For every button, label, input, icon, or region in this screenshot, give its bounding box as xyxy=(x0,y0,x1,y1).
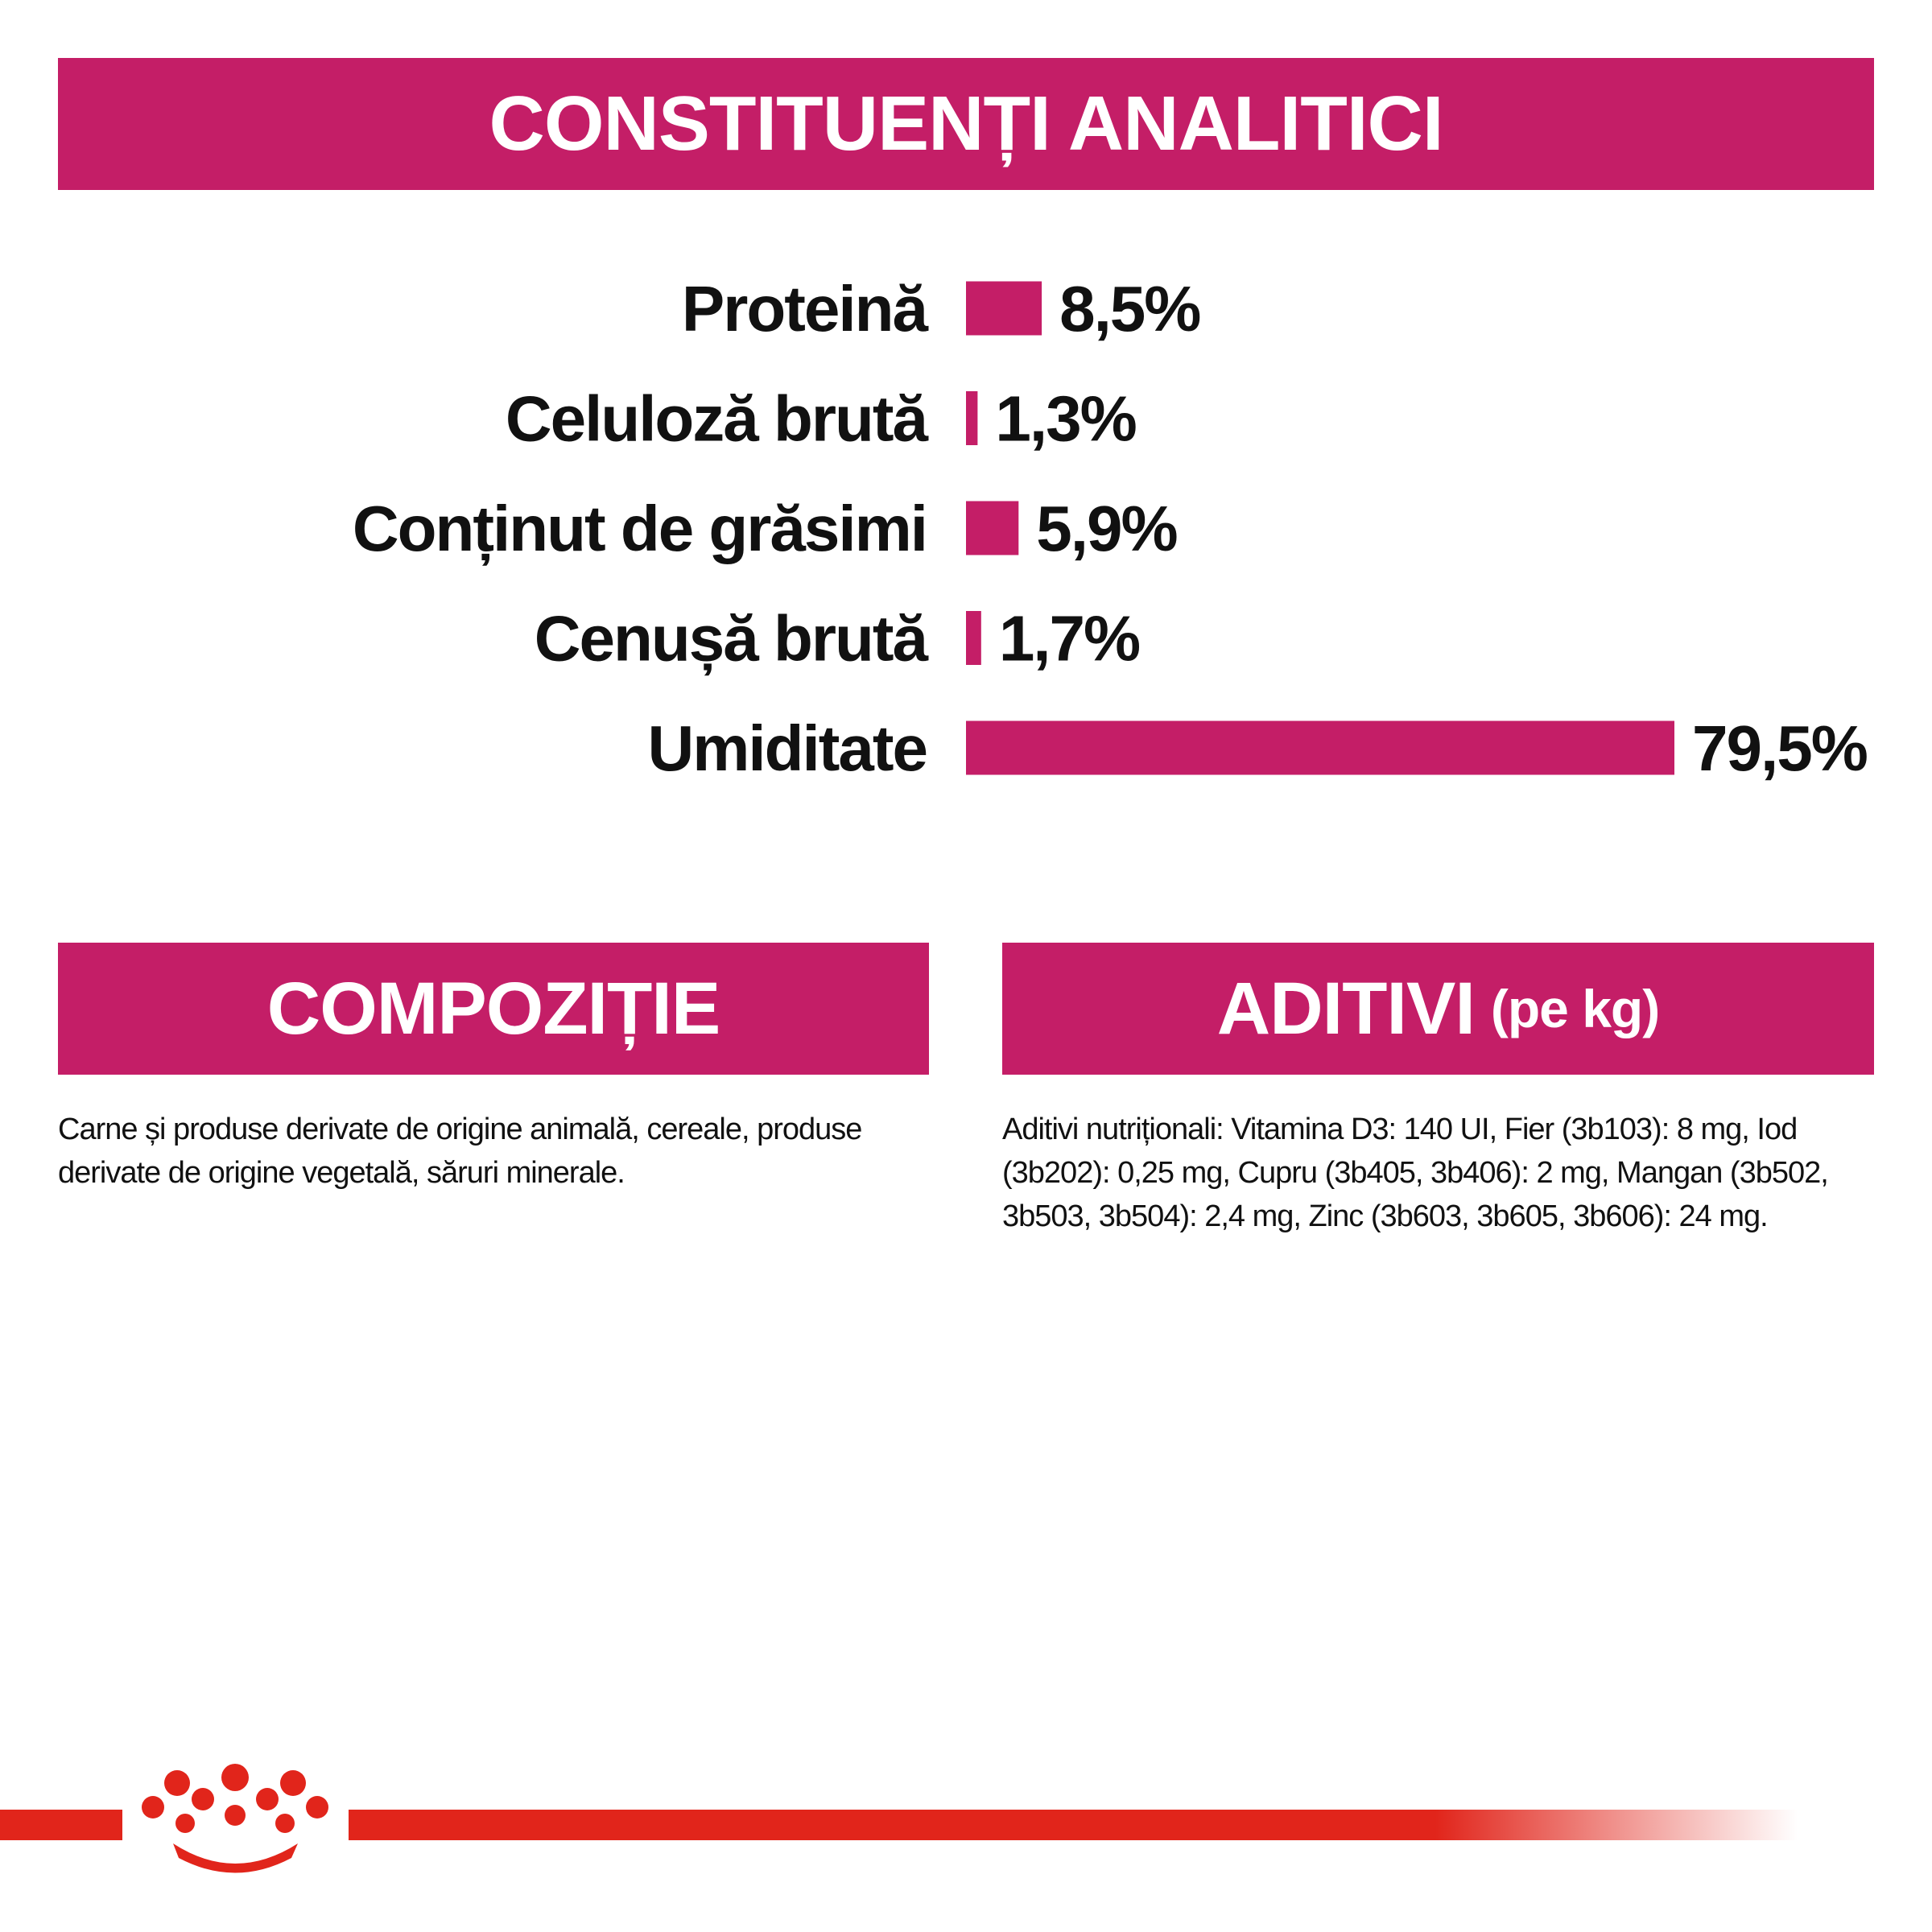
composition-band: COMPOZIȚIE xyxy=(58,943,929,1075)
additives-title: ADITIVI xyxy=(1216,967,1476,1050)
category-label: Conținut de grăsimi xyxy=(353,493,927,566)
composition-title: COMPOZIȚIE xyxy=(266,967,720,1050)
category-label: Celuloză brută xyxy=(506,383,929,455)
bar xyxy=(966,501,1019,555)
bar xyxy=(966,281,1042,336)
value-label: 1,7% xyxy=(999,603,1140,675)
bar xyxy=(966,720,1674,775)
additives-band: ADITIVI (pe kg) xyxy=(1002,943,1874,1075)
additives-title-suffix: (pe kg) xyxy=(1490,979,1660,1038)
bar xyxy=(966,611,981,665)
chart-title: CONSTITUENȚI ANALITICI xyxy=(489,80,1443,167)
header-band: CONSTITUENȚI ANALITICI xyxy=(58,58,1874,190)
additives-text: Aditivi nutriționali: Vitamina D3: 140 U… xyxy=(1002,1113,1829,1233)
value-label: 79,5% xyxy=(1692,712,1868,784)
value-label: 1,3% xyxy=(995,383,1136,455)
category-label: Proteină xyxy=(682,273,929,345)
category-label: Umiditate xyxy=(648,712,927,784)
bar xyxy=(966,391,978,445)
value-label: 5,9% xyxy=(1036,493,1177,564)
category-label: Cenușă brută xyxy=(535,603,929,676)
value-label: 8,5% xyxy=(1059,273,1200,345)
composition-text: Carne și produse derivate de origine ani… xyxy=(58,1113,862,1190)
